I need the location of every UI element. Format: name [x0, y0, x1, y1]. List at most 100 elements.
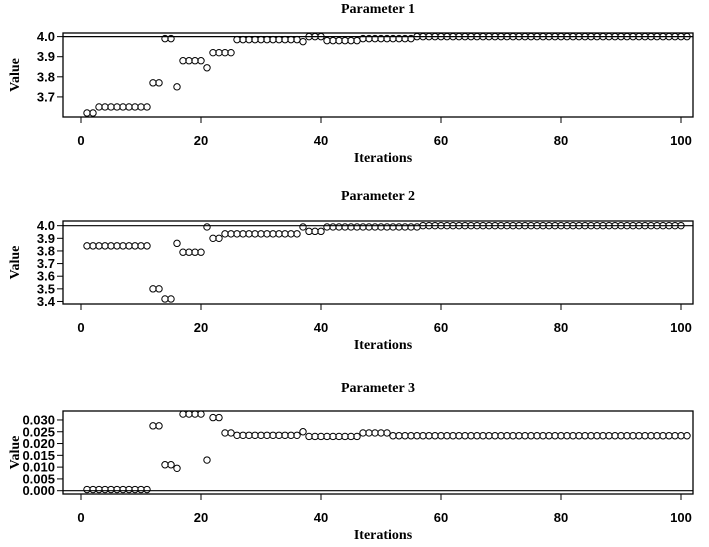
data-point [233, 431, 241, 439]
data-point [173, 239, 181, 248]
data-point [113, 103, 121, 111]
data-point [221, 48, 229, 57]
data-point [569, 432, 577, 440]
data-point [305, 432, 313, 441]
data-point [371, 429, 379, 437]
data-point [215, 413, 223, 422]
data-point [377, 223, 385, 231]
x-tick-label: 80 [554, 320, 568, 335]
data-point [593, 432, 601, 440]
y-tick-label: 0.020 [22, 436, 55, 451]
data-point [503, 432, 511, 440]
data-point [299, 37, 307, 46]
data-point [485, 432, 493, 440]
data-point [119, 485, 127, 494]
data-point [311, 227, 319, 236]
data-point [347, 36, 355, 45]
data-point [227, 429, 235, 437]
data-point [359, 429, 367, 437]
data-point [455, 432, 463, 440]
data-point [317, 432, 325, 441]
data-point [263, 35, 271, 44]
x-tick-label: 60 [434, 510, 448, 525]
data-point [443, 432, 451, 440]
data-point [323, 223, 331, 231]
data-point [353, 36, 361, 45]
data-point [347, 223, 355, 231]
data-point [491, 432, 499, 440]
data-point [233, 35, 241, 44]
data-point [161, 461, 169, 469]
data-point [353, 223, 361, 231]
data-point [167, 34, 175, 43]
data-point [269, 35, 277, 44]
data-point [371, 223, 379, 231]
data-point [257, 230, 265, 238]
y-tick-label: 0.015 [22, 448, 55, 463]
data-point [317, 227, 325, 236]
data-point [299, 223, 307, 231]
data-point [413, 432, 421, 440]
data-point [245, 35, 253, 44]
data-point [161, 295, 169, 303]
data-point [551, 432, 559, 440]
data-point [209, 48, 217, 57]
data-point [575, 432, 583, 440]
data-point [179, 410, 187, 418]
data-point [179, 57, 187, 65]
data-point [149, 79, 157, 87]
y-tick-label: 3.9 [37, 49, 55, 64]
data-point [347, 432, 355, 441]
y-tick-label: 0.005 [22, 471, 55, 486]
plot-box [62, 410, 694, 495]
x-tick-label: 20 [194, 510, 208, 525]
y-tick-label: 0.025 [22, 424, 55, 439]
data-point [293, 431, 301, 439]
data-point [401, 432, 409, 440]
data-point [107, 242, 115, 250]
data-point [509, 432, 517, 440]
data-point [341, 432, 349, 441]
data-point [329, 432, 337, 441]
data-point [155, 285, 163, 293]
data-point [611, 432, 619, 440]
y-tick-label: 0.010 [22, 460, 55, 475]
x-tick-label: 60 [434, 133, 448, 148]
data-point [419, 432, 427, 440]
data-point [269, 431, 277, 439]
data-point [461, 432, 469, 440]
data-point [185, 410, 193, 418]
data-point [101, 242, 109, 250]
data-point [665, 432, 673, 440]
data-point [155, 79, 163, 87]
x-axis-label: Iterations [354, 151, 413, 166]
data-point [143, 103, 151, 111]
x-tick-label: 100 [670, 510, 692, 525]
x-tick-label: 40 [314, 510, 328, 525]
data-point [521, 432, 529, 440]
y-tick-label: 3.6 [37, 269, 55, 284]
data-point [137, 485, 145, 494]
data-point [263, 431, 271, 439]
data-point [197, 248, 205, 256]
data-point [473, 432, 481, 440]
plot-box [62, 220, 694, 305]
data-point [257, 431, 265, 439]
data-point [389, 223, 397, 231]
plot-box [62, 32, 694, 118]
data-point [467, 432, 475, 440]
chart-title: Parameter 1 [341, 2, 415, 17]
data-point [251, 431, 259, 439]
x-axis-label: Iterations [354, 338, 413, 353]
data-point [281, 35, 289, 44]
data-point [425, 432, 433, 440]
data-point [623, 432, 631, 440]
data-point [119, 242, 127, 250]
data-point [329, 36, 337, 45]
data-point [191, 57, 199, 65]
data-point [239, 35, 247, 44]
y-tick-label: 3.7 [37, 89, 55, 104]
data-point [83, 109, 91, 117]
data-point [545, 432, 553, 440]
data-point [341, 36, 349, 45]
